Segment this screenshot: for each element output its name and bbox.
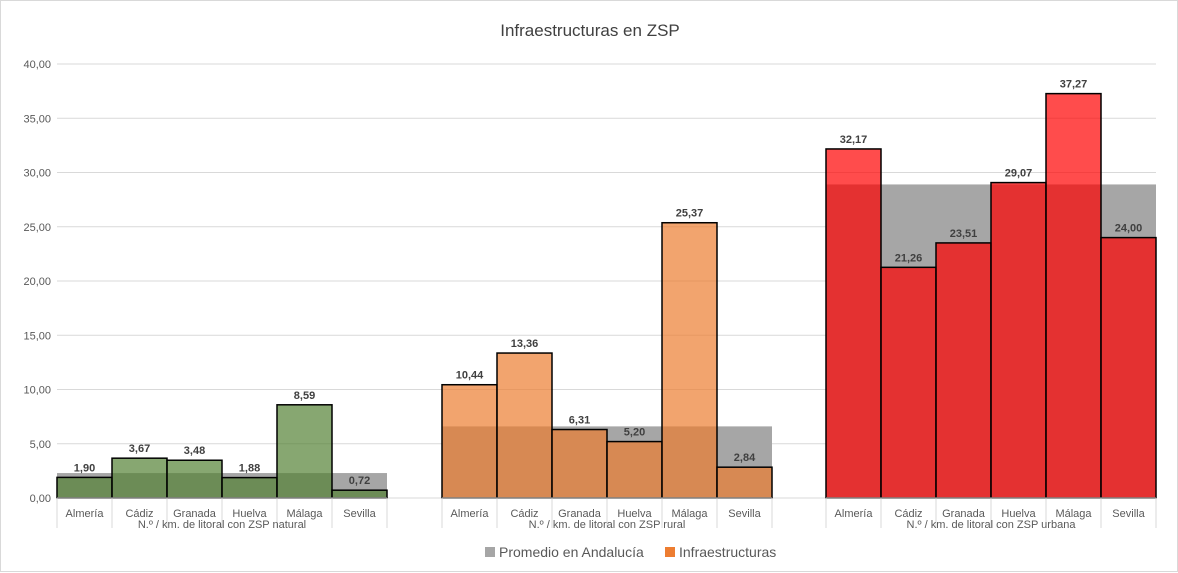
data-bar (880, 266, 937, 499)
data-label: 6,31 (569, 415, 590, 427)
data-bar (551, 428, 608, 499)
data-bar (935, 242, 992, 499)
group-label: N.º / km. de litoral con ZSP rural (529, 519, 686, 531)
category-label: Cádiz (894, 508, 922, 520)
category-label: Almería (66, 508, 105, 520)
data-label: 2,84 (734, 452, 756, 464)
data-bar (716, 466, 773, 499)
data-label: 1,88 (239, 463, 260, 475)
group-label: N.º / km. de litoral con ZSP natural (138, 519, 306, 531)
data-label: 23,51 (950, 228, 978, 240)
data-bar (1100, 236, 1157, 499)
category-label: Huelva (617, 508, 652, 520)
data-bar (166, 459, 223, 499)
y-tick-label: 25,00 (23, 222, 51, 234)
data-label: 10,44 (456, 370, 484, 382)
data-label: 1,90 (74, 462, 95, 474)
legend-swatch (485, 547, 495, 557)
legend-swatch (665, 547, 675, 557)
data-label: 29,07 (1005, 168, 1033, 180)
category-label: Cádiz (510, 508, 538, 520)
category-label: Granada (173, 508, 217, 520)
data-label: 13,36 (511, 338, 539, 350)
category-label: Málaga (286, 508, 323, 520)
y-tick-label: 0,00 (30, 493, 51, 505)
data-bar (496, 352, 553, 499)
data-bar (221, 476, 278, 499)
category-label: Almería (835, 508, 874, 520)
data-label: 25,37 (676, 208, 704, 220)
category-label: Huelva (232, 508, 267, 520)
category-label: Málaga (1055, 508, 1092, 520)
data-bar (111, 457, 168, 499)
category-label: Cádiz (125, 508, 153, 520)
data-label: 37,27 (1060, 79, 1088, 91)
data-label: 8,59 (294, 390, 315, 402)
group-label: N.º / km. de litoral con ZSP urbana (907, 519, 1077, 531)
y-tick-label: 10,00 (23, 385, 51, 397)
y-tick-label: 5,00 (30, 439, 51, 451)
data-bar (661, 221, 718, 499)
legend-entry: Infraestructuras (679, 544, 776, 560)
data-label: 21,26 (895, 252, 923, 264)
data-bar (441, 383, 498, 499)
category-label: Sevilla (343, 508, 376, 520)
data-bar (825, 148, 882, 499)
y-tick-label: 20,00 (23, 276, 51, 288)
category-label: Granada (942, 508, 986, 520)
data-bar (56, 476, 113, 499)
y-tick-label: 15,00 (23, 330, 51, 342)
category-label: Huelva (1001, 508, 1036, 520)
data-bar (990, 181, 1047, 499)
data-bar (606, 440, 663, 499)
data-label: 32,17 (840, 134, 868, 146)
data-bar (1045, 92, 1102, 499)
data-bar (276, 404, 333, 499)
y-tick-label: 35,00 (23, 113, 51, 125)
data-label: 0,72 (349, 475, 370, 487)
category-label: Sevilla (728, 508, 761, 520)
data-label: 3,48 (184, 445, 205, 457)
data-label: 3,67 (129, 443, 150, 455)
y-tick-label: 30,00 (23, 168, 51, 180)
category-label: Sevilla (1112, 508, 1145, 520)
category-label: Málaga (671, 508, 708, 520)
chart-title: Infraestructuras en ZSP (500, 21, 680, 40)
data-label: 5,20 (624, 427, 645, 439)
data-bar (331, 489, 388, 499)
data-label: 24,00 (1115, 223, 1143, 235)
y-tick-label: 40,00 (23, 59, 51, 71)
legend-entry: Promedio en Andalucía (499, 544, 644, 560)
category-label: Almería (451, 508, 490, 520)
category-label: Granada (558, 508, 602, 520)
